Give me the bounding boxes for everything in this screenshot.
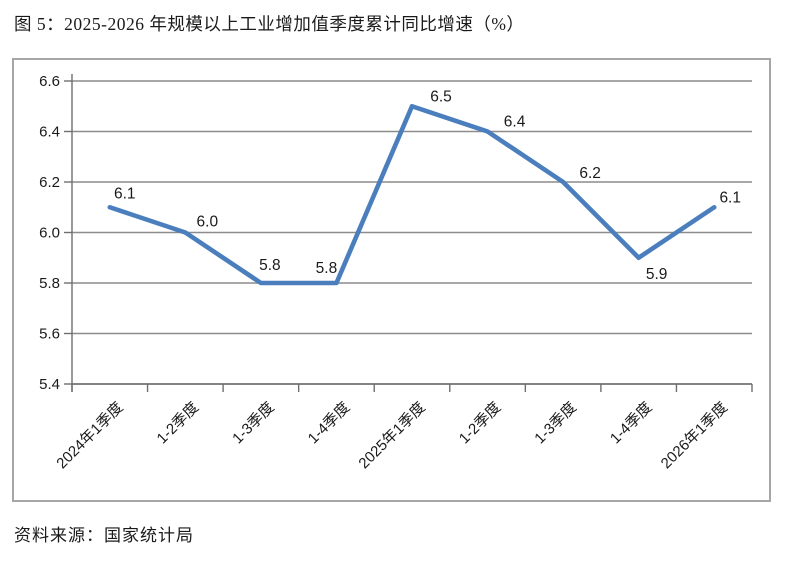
x-category-label: 1-3季度 xyxy=(531,399,580,448)
y-tick-label: 5.8 xyxy=(39,275,60,292)
x-category-label: 1-4季度 xyxy=(607,399,656,448)
x-category-label: 2025年1季度 xyxy=(355,399,428,472)
data-label: 5.8 xyxy=(259,257,281,274)
y-tick-label: 5.6 xyxy=(39,326,60,343)
data-label: 6.0 xyxy=(197,214,219,231)
data-label: 6.5 xyxy=(430,88,452,105)
data-label: 6.2 xyxy=(579,165,601,182)
x-category-label: 2026年1季度 xyxy=(658,399,731,472)
y-tick-label: 5.4 xyxy=(39,376,60,393)
source-note: 资料来源：国家统计局 xyxy=(14,526,194,545)
x-category-label: 2024年1季度 xyxy=(53,399,126,472)
y-tick-label: 6.4 xyxy=(39,124,60,141)
x-category-label: 1-4季度 xyxy=(305,399,354,448)
figure-title: 图 5：2025-2026 年规模以上工业增加值季度累计同比增速（%） xyxy=(14,14,525,34)
data-label: 5.9 xyxy=(646,266,668,283)
data-label: 5.8 xyxy=(316,260,338,277)
data-label: 6.1 xyxy=(719,189,741,206)
data-label: 6.4 xyxy=(504,114,526,131)
line-chart: 6.6 6.4 6.2 6.0 5.8 5.6 5.4 2024年1季度 1-2季度 1-3季度 1… xyxy=(39,73,753,472)
data-label: 6.1 xyxy=(114,185,136,202)
x-category-label: 1-2季度 xyxy=(456,399,505,448)
y-tick-label: 6.0 xyxy=(39,225,60,242)
chart-frame: 6.6 6.4 6.2 6.0 5.8 5.6 5.4 2024年1季度 1-2季度 1-3季度 1… xyxy=(12,58,771,502)
data-series-line xyxy=(107,103,717,286)
y-tick-label: 6.2 xyxy=(39,174,60,191)
y-tick-label: 6.6 xyxy=(39,73,60,90)
x-category-label: 1-2季度 xyxy=(154,399,203,448)
x-category-label: 1-3季度 xyxy=(229,399,278,448)
